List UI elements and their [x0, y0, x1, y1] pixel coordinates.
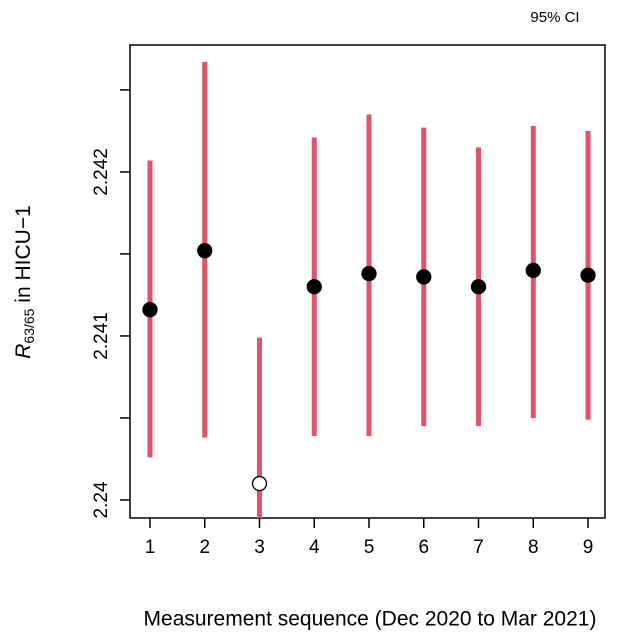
point — [470, 279, 487, 295]
y-axis-label: R63/65 in HICU−1 — [12, 205, 37, 359]
x-tick-label: 2 — [199, 537, 210, 558]
x-tick-label: 3 — [254, 537, 265, 558]
point — [197, 243, 213, 259]
point — [525, 262, 541, 278]
y-tick-label: 2.242 — [91, 148, 112, 196]
plot-frame — [129, 44, 606, 519]
y-label-subscript: 63/65 — [21, 308, 37, 343]
y-tick-label: 2.241 — [91, 312, 112, 360]
point — [142, 302, 158, 318]
point — [306, 279, 322, 295]
x-tick-label: 7 — [473, 537, 484, 558]
x-axis-label: Measurement sequence (Dec 2020 to Mar 20… — [144, 608, 597, 631]
y-label-rest: in HICU−1 — [12, 205, 35, 308]
plot-area — [142, 62, 596, 518]
point — [416, 269, 432, 285]
point — [580, 267, 596, 283]
legend-text: 95% CI — [530, 9, 579, 26]
y-label-symbol: R — [12, 344, 35, 359]
x-tick-label: 1 — [145, 537, 156, 558]
x-tick-label: 6 — [418, 537, 429, 558]
point — [361, 265, 377, 282]
x-tick-label: 5 — [364, 537, 375, 558]
x-tick-label: 9 — [583, 537, 594, 558]
x-tick-label: 8 — [528, 537, 539, 558]
x-tick-label: 4 — [309, 537, 320, 558]
y-tick-label: 2.24 — [91, 481, 112, 518]
point — [251, 475, 268, 492]
